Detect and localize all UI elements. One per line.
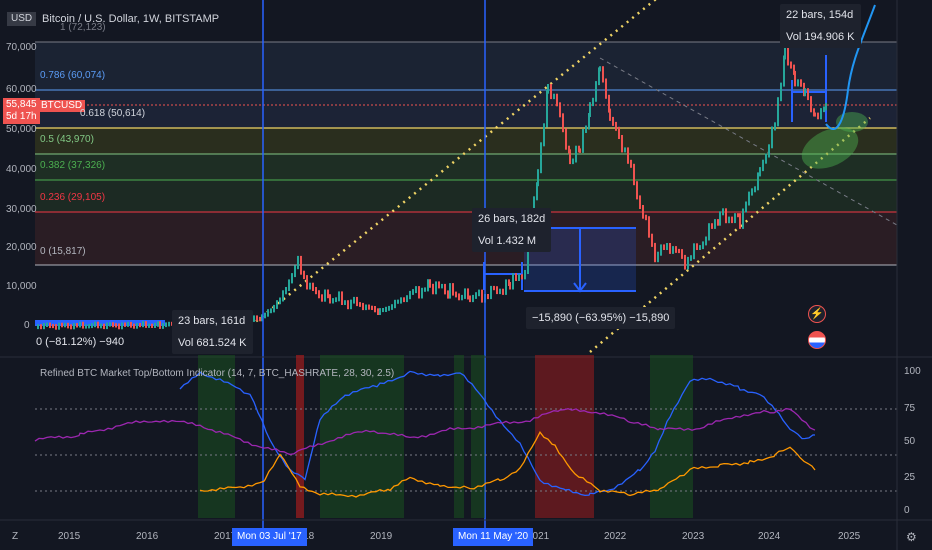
tooltip-volume: Vol 1.432 M	[478, 235, 537, 247]
price-tick: 50,000	[6, 124, 37, 135]
indicator-blue-line	[179, 370, 816, 497]
ind-axis-tick: 100	[904, 366, 921, 377]
bar-countdown: 5d 17h	[6, 111, 37, 122]
price-tick: 0	[24, 320, 30, 331]
highlight-zone-2[interactable]	[836, 112, 868, 132]
fib-zone-3	[35, 128, 897, 154]
date-marker-2020[interactable]: Mon 11 May '20	[453, 528, 534, 546]
measure-tooltip-2[interactable]: 26 bars, 182d Vol 1.432 M	[472, 208, 552, 252]
fib-label-0618: 0.618 (50,614)	[80, 108, 146, 119]
time-tick: 2021	[527, 531, 550, 542]
us-flag-icon[interactable]	[808, 331, 826, 349]
channel-lower-line[interactable]	[589, 117, 871, 353]
trend-line[interactable]	[599, 57, 898, 226]
fib-zone-2	[35, 90, 897, 128]
time-tick: 2015	[58, 531, 81, 542]
price-tick: 10,000	[6, 281, 37, 292]
currency-badge[interactable]: USD	[7, 12, 37, 26]
time-tick: 2017	[214, 531, 237, 542]
projection-curve[interactable]	[825, 4, 876, 131]
fib-label-0236: 0.236 (29,105)	[40, 192, 106, 203]
zap-icon[interactable]: ⚡	[808, 305, 826, 323]
settings-icon[interactable]: ⚙	[906, 530, 917, 544]
top-zone-2018	[296, 355, 304, 518]
price-tick: 30,000	[6, 204, 37, 215]
price-series	[37, 45, 827, 330]
measure-tooltip-3[interactable]: 22 bars, 154d Vol 194.906 K	[780, 4, 861, 48]
indicator-title[interactable]: Refined BTC Market Top/Bottom Indicator …	[40, 368, 395, 379]
current-price: 55,845	[6, 99, 37, 110]
ind-axis-tick: 75	[904, 403, 916, 414]
left-measure-bar	[35, 320, 165, 326]
indicator-purple-line	[34, 407, 816, 456]
price-tick: 60,000	[6, 84, 37, 95]
fib-label-1: 1 (72,123)	[60, 22, 106, 33]
bottom-zone-2020b	[471, 355, 485, 518]
fib-zone-6	[35, 212, 897, 265]
measure-tooltip-1[interactable]: 23 bars, 161d Vol 681.524 K	[172, 310, 253, 354]
tooltip-bars: 22 bars, 154d	[786, 9, 854, 21]
time-tick: 2025	[838, 531, 861, 542]
bottom-zone-2022	[650, 355, 693, 518]
tooltip-volume: Vol 681.524 K	[178, 337, 247, 349]
fib-label-0786: 0.786 (60,074)	[40, 70, 106, 81]
time-tick: 2024	[758, 531, 781, 542]
fib-label-0382: 0.382 (37,326)	[40, 160, 106, 171]
bottom-zone-2020a	[454, 355, 464, 518]
symbol-title[interactable]: Bitcoin / U.S. Dollar, 1W, BITSTAMP	[42, 13, 220, 25]
fib-label-0: 0 (15,817)	[40, 246, 86, 257]
price-tick: 20,000	[6, 242, 37, 253]
date-marker-2017[interactable]: Mon 03 Jul '17	[232, 528, 307, 546]
measure-change-tooltip[interactable]: −15,890 (−63.95%) −15,890	[526, 307, 676, 329]
time-tick: 2023	[682, 531, 705, 542]
time-tick: 2016	[136, 531, 159, 542]
time-tick: 2022	[604, 531, 627, 542]
ind-axis-tick: 50	[904, 436, 916, 447]
fib-zone-1	[35, 42, 897, 90]
price-tick: 40,000	[6, 164, 37, 175]
tooltip-volume: Vol 194.906 K	[786, 31, 855, 43]
fib-zone-4	[35, 154, 897, 180]
ind-axis-tick: 25	[904, 472, 916, 483]
tooltip-bars: 26 bars, 182d	[478, 213, 546, 225]
left-measure-label: 0 (−81.12%) −940	[36, 336, 125, 348]
corner-label[interactable]: Z	[12, 531, 19, 542]
highlight-zone-1[interactable]	[795, 119, 865, 177]
measure-arrowhead	[573, 282, 587, 293]
fib-label-05: 0.5 (43,970)	[40, 134, 94, 145]
price-tick: 70,000	[6, 42, 37, 53]
fib-zone-5	[35, 180, 897, 212]
time-tick: 2019	[370, 531, 393, 542]
ind-axis-tick: 0	[904, 505, 910, 516]
indicator-series	[34, 370, 816, 498]
ticker-badge[interactable]: BTCUSD	[38, 100, 86, 112]
top-zone-2021	[535, 355, 594, 518]
indicator-orange-line	[199, 430, 816, 498]
tooltip-bars: 23 bars, 161d	[178, 315, 246, 327]
current-price-badge[interactable]: 55,845 5d 17h	[3, 98, 40, 124]
